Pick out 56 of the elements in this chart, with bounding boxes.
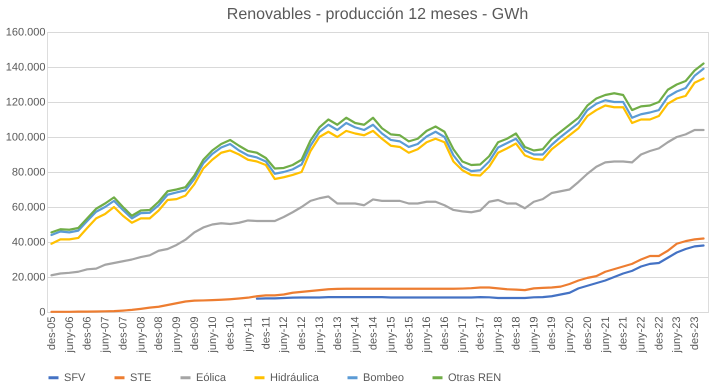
x-tick-label: juny-20 (564, 316, 576, 354)
x-tick-label: des-21 (618, 316, 630, 350)
x-tick-label: des-18 (510, 316, 522, 350)
x-tick-label: des-12 (296, 316, 308, 350)
x-tick-label: juny-10 (206, 316, 219, 354)
x-tick-label: juny-09 (171, 316, 184, 354)
line-series (256, 244, 705, 300)
x-tick-label: des-16 (438, 316, 451, 350)
x-tick-label: des-19 (546, 316, 558, 350)
y-tick-label: 120.000 (6, 96, 46, 108)
line-series (50, 237, 705, 313)
x-tick-label: des-05 (46, 316, 58, 350)
legend-label: Bombeo (363, 372, 404, 384)
x-tick-label: des-07 (117, 316, 130, 350)
legend-label: SFV (64, 372, 86, 384)
x-tick-label: des-08 (153, 316, 166, 350)
x-tick-label: juny-22 (636, 316, 648, 354)
x-tick-label: juny-13 (314, 316, 326, 354)
x-tick-label: des-11 (260, 316, 272, 350)
x-tick-label: juny-14 (350, 316, 362, 354)
y-tick-label: 160.000 (6, 26, 46, 38)
x-tick-label: juny-16 (421, 316, 434, 354)
y-tick-label: 80.000 (12, 166, 46, 178)
chart-title: Renovables - producción 12 meses - GWh (226, 6, 528, 23)
x-tick-label: des-06 (82, 316, 94, 350)
legend-label: Eólica (196, 372, 227, 384)
y-tick-label: 60.000 (12, 202, 46, 214)
x-tick-label: juny-12 (278, 316, 290, 354)
y-tick-label: 40.000 (12, 236, 46, 248)
y-tick-label: 20.000 (12, 272, 46, 284)
x-tick-label: juny-18 (492, 316, 505, 354)
x-tick-label: juny-21 (600, 316, 612, 354)
legend-label: Otras REN (448, 372, 502, 384)
line-series (50, 128, 705, 276)
x-tick-label: des-09 (188, 316, 201, 350)
x-tick-label: juny-06 (64, 316, 76, 354)
x-tick-label: des-23 (689, 316, 702, 350)
x-tick-label: des-15 (403, 316, 416, 350)
x-tick-label: juny-19 (528, 316, 540, 354)
y-tick-label: 0 (39, 306, 46, 318)
x-tick-label: juny-11 (242, 316, 254, 353)
legend-label: STE (130, 372, 152, 384)
x-tick-label: des-14 (368, 316, 380, 350)
x-tick-label: des-10 (224, 316, 237, 350)
legend-label: Hidráulica (270, 372, 320, 384)
y-tick-label: 140.000 (6, 62, 46, 74)
x-tick-label: juny-17 (456, 316, 469, 354)
x-tick-label: juny-15 (385, 316, 398, 354)
x-tick-label: juny-23 (671, 316, 684, 354)
y-tick-label: 100.000 (6, 132, 46, 144)
x-tick-label: juny-08 (135, 316, 148, 354)
x-tick-label: des-20 (582, 316, 594, 350)
x-tick-label: des-17 (474, 316, 487, 350)
x-tick-label: des-22 (653, 316, 666, 350)
x-tick-label: des-13 (332, 316, 344, 350)
x-tick-label: juny-07 (100, 316, 112, 354)
